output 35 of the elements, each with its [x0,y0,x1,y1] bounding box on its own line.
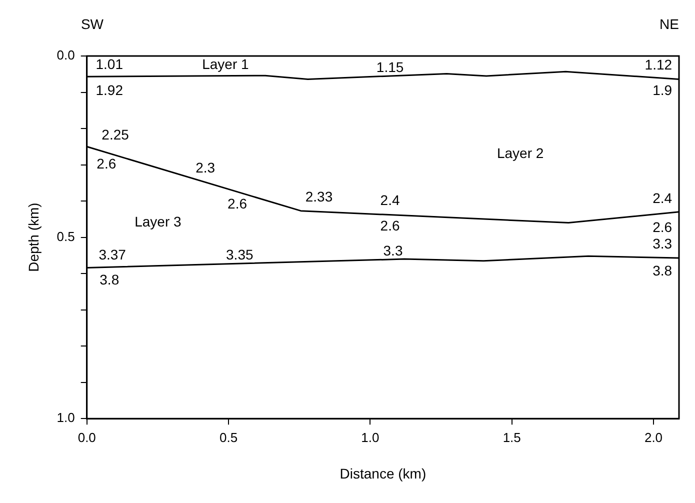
annotation: 2.3 [196,159,216,176]
annotation: 3.3 [383,242,403,259]
annotation: 3.8 [100,272,120,288]
x-axis-title: Distance (km) [340,465,426,482]
text: NE [660,16,679,32]
x-tick-label: 1.5 [502,430,521,445]
annotation: 3.3 [652,235,672,252]
annotation: 2.6 [228,196,248,212]
annotation: 3.35 [226,246,254,262]
annotation: 3.8 [652,262,672,279]
y-tick-label: 1.0 [56,410,75,426]
annotation: Layer 3 [134,214,182,230]
annotation: 2.33 [305,188,333,204]
text: SW [80,16,104,32]
y-axis-title: Depth (km) [25,202,42,272]
x-tick-label: 1.0 [361,430,380,445]
annotation: 2.4 [652,190,672,206]
y-tick-label: 0.5 [56,228,75,244]
x-tick-label: 0.5 [219,430,238,445]
x-tick-label: 2.0 [644,430,663,445]
annotation: 2.6 [652,219,672,236]
annotation: Layer 2 [496,144,544,161]
annotation: 2.6 [96,156,116,172]
annotation: 1.15 [376,58,404,75]
annotation: 1.01 [96,56,124,72]
annotation: 2.4 [380,192,400,208]
annotation: Layer 1 [202,56,249,72]
annotation: 3.37 [98,246,126,262]
y-tick-label: 0.0 [56,48,75,63]
annotation: 1.92 [96,82,124,98]
annotation: 2.6 [380,217,400,234]
x-tick-label: 0.0 [78,430,96,445]
annotation: 1.9 [652,82,672,98]
annotation: 1.12 [644,56,672,73]
annotation: 2.25 [102,126,130,143]
